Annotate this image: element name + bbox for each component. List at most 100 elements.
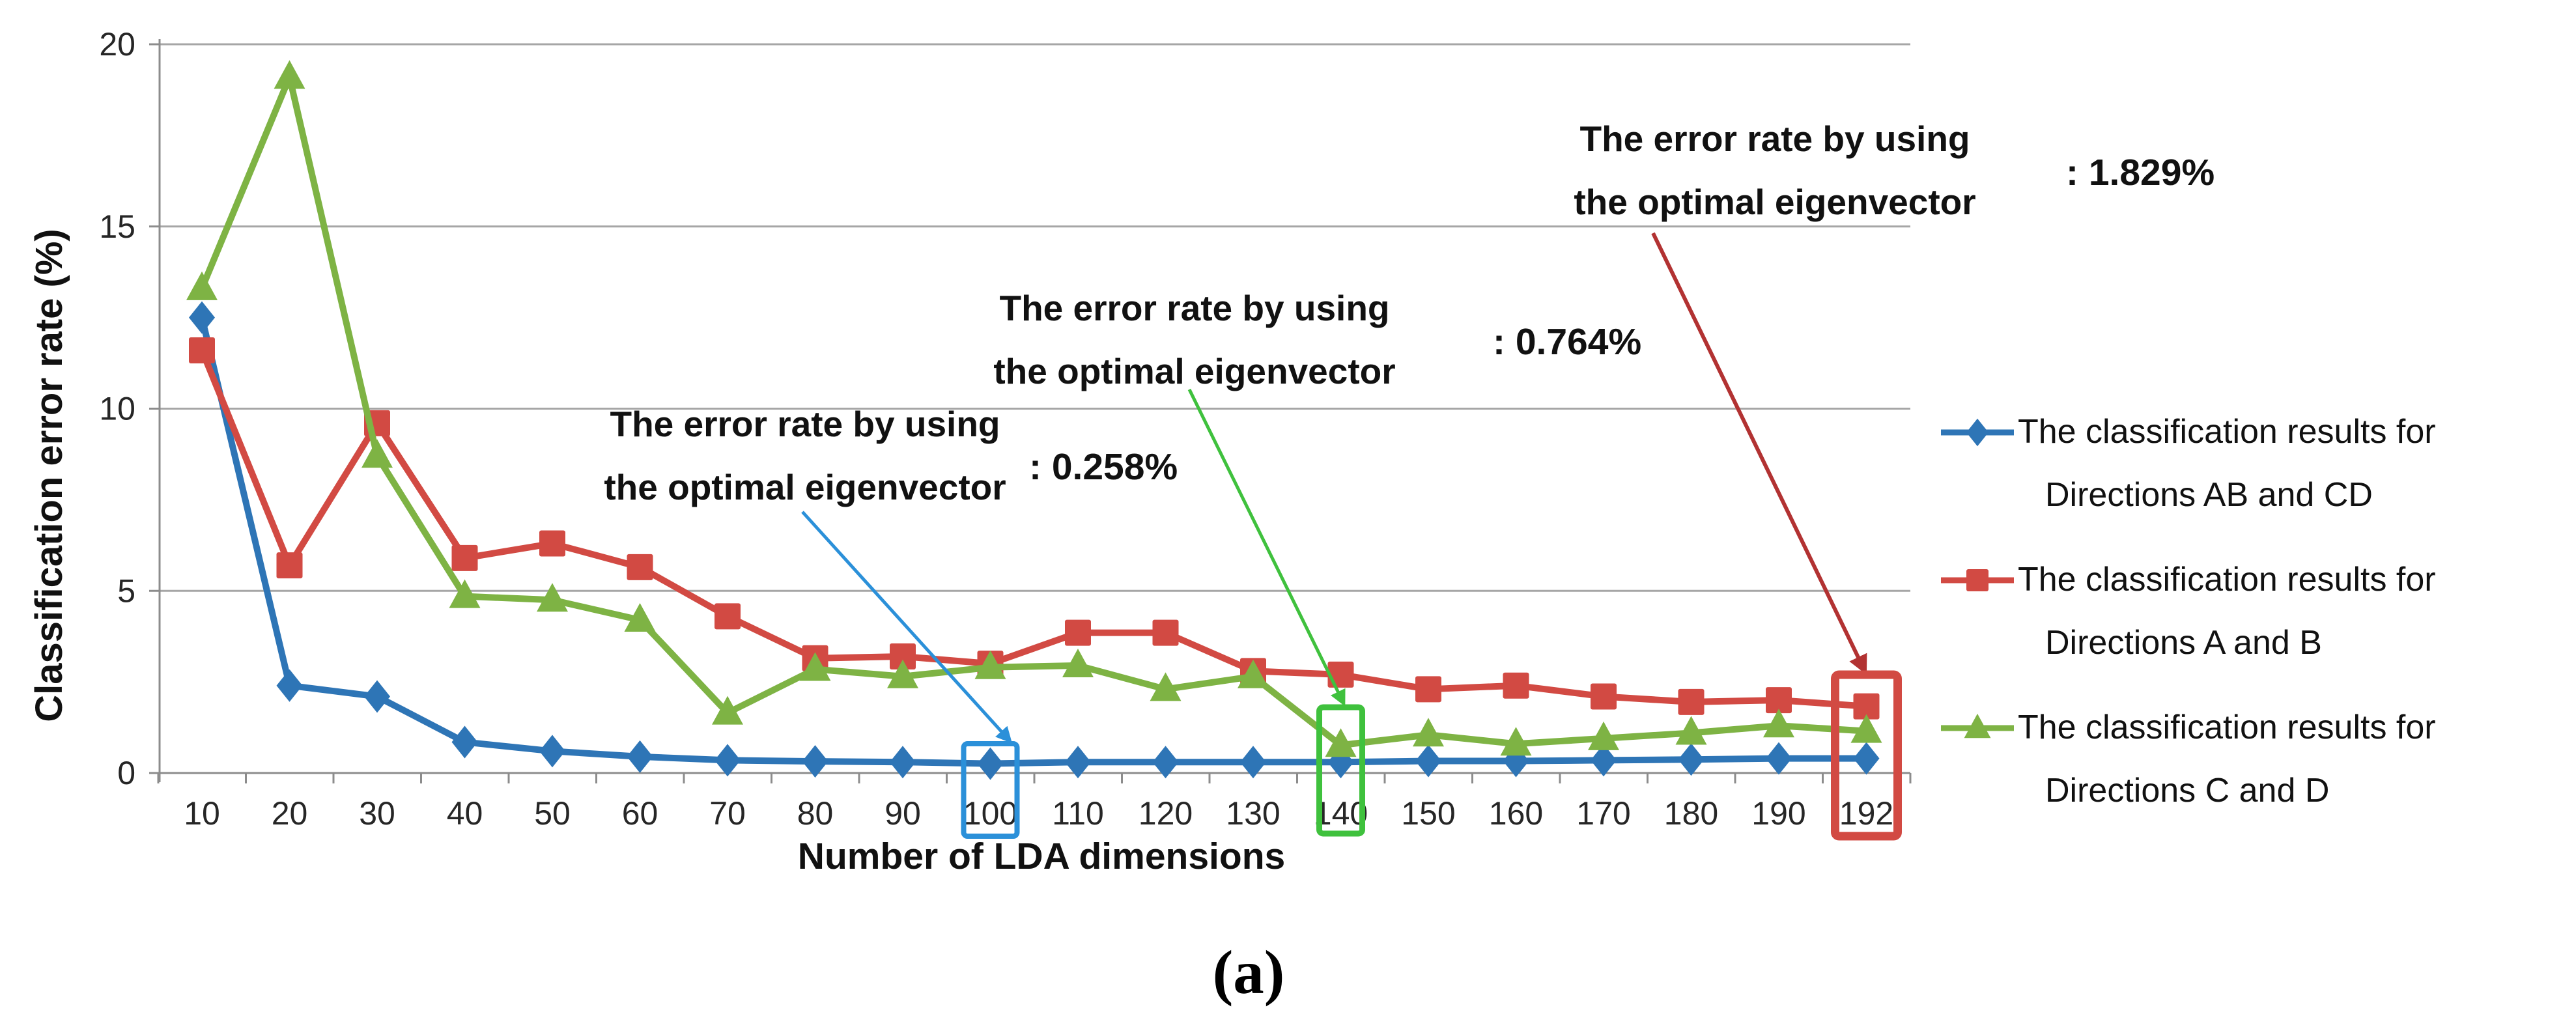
- legend-label: The classification results for: [2018, 413, 2436, 451]
- series-marker-diamond: [890, 746, 916, 779]
- x-tick-label: 90: [885, 795, 921, 832]
- y-tick-label: 20: [99, 26, 135, 63]
- series-marker-square: [451, 544, 478, 571]
- series-marker-diamond: [451, 725, 478, 759]
- series-marker-diamond: [1240, 746, 1266, 779]
- series-marker-diamond: [276, 669, 303, 702]
- x-tick-label: 40: [447, 795, 483, 832]
- series-marker-diamond: [1853, 742, 1880, 775]
- annotation-arrow-100: [801, 511, 1013, 744]
- series-line-1: [199, 346, 1870, 710]
- series-marker-triangle: [449, 579, 481, 608]
- series-marker-triangle: [186, 271, 218, 300]
- x-tick-label: 192: [1839, 795, 1893, 832]
- x-tick-label: 110: [1052, 795, 1104, 832]
- series-marker-square: [539, 530, 565, 557]
- series-marker-triangle: [624, 603, 656, 632]
- annotation-line1: The error rate by using: [999, 288, 1390, 328]
- legend-item-directions-c-d: The classification results for Direction…: [2018, 696, 2436, 823]
- annotation-line1: The error rate by using: [1579, 119, 1970, 159]
- x-tick-label: 140: [1314, 795, 1368, 832]
- legend-label: Directions A and B: [2045, 624, 2322, 662]
- annotation-value-100: : 0.258%: [1029, 446, 1178, 488]
- annotation-text-optimal-192: The error rate by using the optimal eige…: [1540, 107, 2009, 234]
- x-tick-label: 180: [1664, 795, 1718, 832]
- legend-item-directions-a-b: The classification results for Direction…: [2018, 548, 2436, 675]
- y-tick-label: 10: [99, 391, 135, 427]
- series-marker-square: [1065, 619, 1091, 646]
- series-marker-triangle: [1675, 716, 1707, 745]
- series-marker-square: [276, 552, 303, 579]
- series-marker-triangle: [1062, 648, 1094, 677]
- series-marker-diamond: [364, 680, 390, 713]
- annotation-line1: The error rate by using: [610, 404, 1000, 444]
- series-marker-diamond: [715, 744, 741, 777]
- series-marker-diamond: [1966, 418, 1989, 447]
- annotation-arrow-192: [1651, 232, 1867, 675]
- highlight-box-140: [1316, 704, 1365, 837]
- series-marker-triangle: [537, 583, 568, 612]
- series-marker-diamond: [1678, 743, 1705, 776]
- legend-item-directions-ab-cd: The classification results for Direction…: [2018, 401, 2436, 527]
- x-tick-label: 70: [709, 795, 746, 832]
- series-marker-diamond: [539, 735, 565, 768]
- annotation-text-optimal-100: The error rate by using the optimal eige…: [571, 393, 1040, 519]
- series-marker-triangle: [1500, 727, 1532, 756]
- series-marker-diamond: [802, 745, 828, 778]
- series-marker-square: [1678, 688, 1705, 715]
- series-marker-triangle: [274, 60, 305, 89]
- series-marker-square: [1591, 683, 1617, 710]
- annotation-arrow-140: [1187, 388, 1346, 707]
- x-axis-title: Number of LDA dimensions: [797, 836, 1286, 877]
- annotation-line2: the optimal eigenvector: [993, 351, 1396, 391]
- series-marker-square: [1152, 619, 1179, 646]
- series-marker-square: [627, 554, 653, 580]
- figure-caption: (a): [1212, 938, 1285, 1007]
- series-marker-square: [890, 643, 916, 669]
- y-axis-title: Classification error rate (%): [28, 229, 70, 722]
- legend-label: The classification results for: [2018, 709, 2436, 746]
- series-marker-triangle: [1964, 713, 1991, 739]
- x-tick-label: 50: [534, 795, 571, 832]
- series-marker-triangle: [974, 650, 1006, 679]
- y-tick-label: 5: [117, 572, 135, 609]
- annotation-line2: the optimal eigenvector: [604, 467, 1006, 507]
- highlight-box-192: [1831, 670, 1902, 841]
- y-tick-label: 0: [117, 755, 135, 791]
- series-marker-square: [189, 337, 215, 363]
- series-marker-square: [1853, 693, 1880, 720]
- series-marker-diamond: [189, 301, 215, 334]
- legend-label: Directions C and D: [2045, 772, 2330, 809]
- series-marker-triangle: [1413, 718, 1444, 747]
- series-marker-triangle: [1850, 714, 1882, 743]
- x-tick-label: 10: [184, 795, 220, 832]
- x-tick-label: 170: [1576, 795, 1630, 832]
- x-tick-label: 80: [797, 795, 834, 832]
- series-marker-square: [1966, 569, 1989, 591]
- series-marker-diamond: [1415, 744, 1441, 778]
- series-marker-diamond: [1065, 746, 1091, 779]
- series-marker-diamond: [1591, 744, 1617, 777]
- x-tick-label: 190: [1751, 795, 1805, 832]
- series-marker-diamond: [977, 747, 1004, 780]
- series-marker-square: [1415, 676, 1441, 703]
- x-tick-label: 60: [622, 795, 658, 832]
- series-marker-triangle: [361, 439, 393, 468]
- series-marker-triangle: [712, 696, 743, 725]
- x-tick-label: 20: [272, 795, 308, 832]
- series-marker-triangle: [1150, 672, 1182, 701]
- series-marker-square: [1766, 687, 1792, 714]
- series-marker-triangle: [1763, 709, 1794, 738]
- series-line-0: [199, 314, 1870, 767]
- series-marker-square: [1327, 661, 1354, 688]
- highlight-box-100: [961, 741, 1020, 839]
- annotation-value-140: : 0.764%: [1493, 321, 1642, 363]
- x-tick-label: 30: [359, 795, 395, 832]
- x-tick-label: 160: [1489, 795, 1543, 832]
- series-marker-triangle: [1238, 659, 1269, 688]
- annotation-text-optimal-140: The error rate by using the optimal eige…: [960, 277, 1429, 403]
- legend-label: Directions AB and CD: [2045, 476, 2373, 514]
- legend-label: The classification results for: [2018, 561, 2436, 598]
